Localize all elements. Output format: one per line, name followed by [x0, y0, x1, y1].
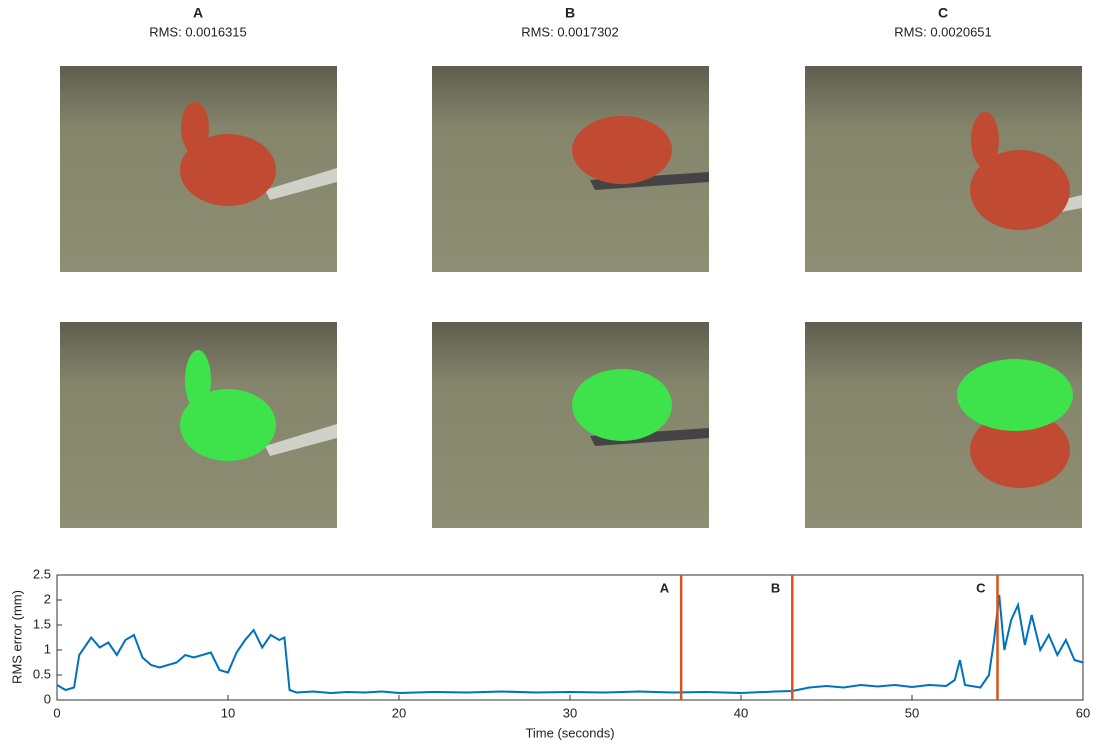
- event-label: C: [976, 580, 986, 595]
- photos: [60, 66, 1082, 528]
- photo: [432, 66, 709, 272]
- model: [572, 369, 672, 441]
- y-axis-label: RMS error (mm): [9, 590, 24, 684]
- y-tick-label: 0.5: [33, 666, 51, 681]
- panel-rms: RMS: 0.0016315: [149, 24, 247, 39]
- x-tick-label: 30: [563, 705, 577, 720]
- x-tick-label: 0: [53, 705, 60, 720]
- x-tick-label: 20: [392, 705, 406, 720]
- x-tick-label: 40: [734, 705, 748, 720]
- model: [957, 359, 1073, 431]
- x-tick-label: 10: [221, 705, 235, 720]
- y-tick-label: 1.5: [33, 616, 51, 631]
- x-axis-label: Time (seconds): [525, 725, 614, 740]
- data-line: [57, 595, 1083, 693]
- model: [185, 350, 211, 410]
- panel-title: C: [938, 5, 948, 21]
- event-label: A: [660, 580, 670, 595]
- panel-title: A: [193, 5, 203, 21]
- photo: [432, 322, 709, 528]
- panel-rms: RMS: 0.0020651: [894, 24, 992, 39]
- x-tick-label: 50: [905, 705, 919, 720]
- plot-frame: [57, 575, 1083, 700]
- panel-title: B: [565, 5, 575, 21]
- y-tick-label: 2.5: [33, 566, 51, 581]
- x-tick-label: 60: [1076, 705, 1090, 720]
- bunny: [572, 116, 672, 184]
- bunny: [181, 102, 209, 154]
- y-tick-label: 2: [44, 591, 51, 606]
- y-tick-label: 0: [44, 691, 51, 706]
- event-label: B: [771, 580, 780, 595]
- figure: A RMS: 0.0016315 B RMS: 0.0017302 C RMS:…: [0, 0, 1094, 744]
- bunny: [971, 112, 999, 168]
- y-tick-label: 1: [44, 641, 51, 656]
- panel-titles: A RMS: 0.0016315 B RMS: 0.0017302 C RMS:…: [149, 5, 992, 40]
- panel-rms: RMS: 0.0017302: [521, 24, 619, 39]
